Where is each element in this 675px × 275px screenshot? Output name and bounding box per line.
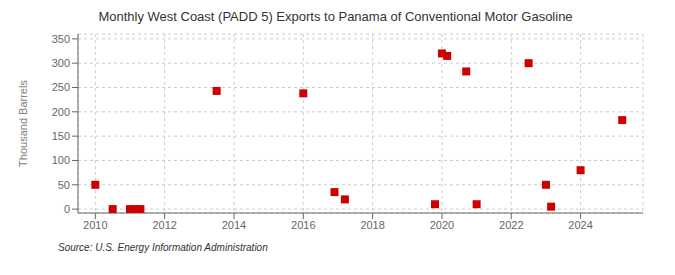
svg-text:2012: 2012 <box>152 219 176 231</box>
svg-text:2020: 2020 <box>430 219 454 231</box>
svg-text:50: 50 <box>58 179 70 191</box>
svg-text:2010: 2010 <box>83 219 107 231</box>
svg-text:250: 250 <box>52 81 70 93</box>
svg-text:2014: 2014 <box>222 219 246 231</box>
svg-text:300: 300 <box>52 57 70 69</box>
html-text:Source: U.S. Energy Informatio: Source: U.S. Energy Information Administ… <box>58 242 268 253</box>
html-text:Monthly West Coast (PADD 5) Ex: Monthly West Coast (PADD 5) Exports to P… <box>98 9 573 24</box>
svg-text:100: 100 <box>52 154 70 166</box>
svg-text:200: 200 <box>52 106 70 118</box>
svg-text:0: 0 <box>64 203 70 215</box>
svg-text:350: 350 <box>52 33 70 45</box>
svg-text:2016: 2016 <box>291 219 315 231</box>
svg-text:2018: 2018 <box>360 219 384 231</box>
svg-text:Thousand Barrels: Thousand Barrels <box>17 80 29 167</box>
svg-text:2024: 2024 <box>568 219 592 231</box>
svg-text:150: 150 <box>52 130 70 142</box>
svg-text:2022: 2022 <box>499 219 523 231</box>
